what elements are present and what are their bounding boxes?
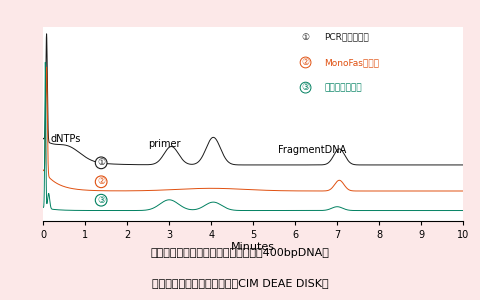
- Text: イオン交換クロマトグラフィーによる400bpDNAの: イオン交換クロマトグラフィーによる400bpDNAの: [151, 248, 329, 259]
- Text: ③: ③: [301, 83, 310, 92]
- Text: ③: ③: [97, 196, 105, 205]
- Text: ②: ②: [301, 58, 310, 67]
- Text: PCR産物精製前: PCR産物精製前: [324, 33, 369, 42]
- Text: FragmentDNA: FragmentDNA: [278, 146, 347, 155]
- Text: ①: ①: [301, 33, 310, 42]
- Text: ①: ①: [97, 158, 105, 167]
- Text: primer: primer: [148, 139, 180, 149]
- X-axis label: Minutes: Minutes: [231, 242, 275, 252]
- Text: dNTPs: dNTPs: [50, 134, 81, 144]
- Text: クリーンアップ効果の比較（CIM DEAE DISK）: クリーンアップ効果の比較（CIM DEAE DISK）: [152, 278, 328, 289]
- Text: MonoFas精製後: MonoFas精製後: [324, 58, 380, 67]
- Text: 市販製品精製後: 市販製品精製後: [324, 83, 362, 92]
- Text: ②: ②: [97, 177, 105, 186]
